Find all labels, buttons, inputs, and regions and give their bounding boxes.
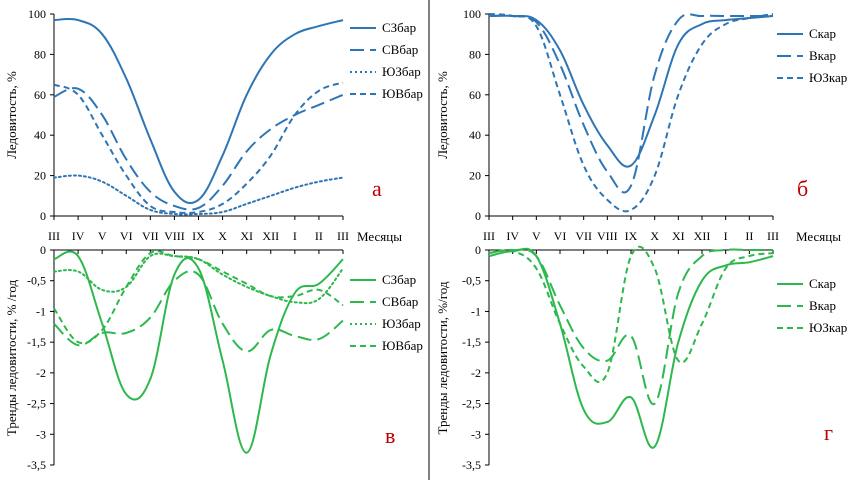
series-line-2: [488, 245, 774, 384]
x-tick-label: III: [767, 229, 779, 243]
series-line-3: [53, 81, 344, 214]
x-tick-label: V: [98, 229, 107, 243]
panel-label: в: [385, 423, 395, 448]
series-line-2: [53, 174, 344, 216]
series-line-1: [53, 87, 344, 211]
x-tick-label: VIII: [164, 229, 185, 243]
x-tick-label: XII: [694, 229, 711, 243]
legend-label: СВбар: [382, 294, 418, 309]
x-tick-label: IX: [625, 229, 638, 243]
chart-panel-3: 0 -0,5 -1 -1,5 -2 -2,5 -3 -3,5 Тренды ледовитост…: [435, 243, 847, 472]
y-tick-label: -2,5: [27, 397, 46, 411]
x-tick-label: XI: [672, 229, 685, 243]
x-tick-label: X: [650, 229, 659, 243]
series-line-0: [488, 14, 774, 168]
panel-label: а: [372, 176, 382, 201]
x-axis-title: Месяцы: [796, 229, 841, 244]
y-tick-label: 100: [463, 7, 481, 21]
x-tick-label: VII: [142, 229, 159, 243]
x-tick-label: IV: [506, 229, 519, 243]
y-tick-label: -2: [471, 366, 481, 380]
series-line-1: [488, 13, 773, 194]
x-tick-label: III: [337, 229, 349, 243]
x-tick-label: IX: [192, 229, 205, 243]
legend-label: ЮВбар: [382, 338, 423, 353]
x-tick-label: III: [483, 229, 495, 243]
series-line-0: [488, 247, 774, 449]
y-tick-label: 40: [469, 128, 481, 142]
y-tick-label: -3,5: [462, 458, 481, 472]
y-tick-label: 0: [475, 243, 481, 257]
y-tick-label: 60: [34, 88, 46, 102]
legend-label: Скар: [809, 276, 836, 291]
y-tick-label: 0: [40, 243, 46, 257]
y-tick-label: -3: [471, 427, 481, 441]
y-tick-label: 100: [28, 7, 46, 21]
series-line-0: [53, 250, 344, 454]
x-tick-label: XI: [240, 229, 253, 243]
y-axis-title: Тренды ледовитости, %/год: [435, 281, 450, 434]
y-tick-label: -1: [36, 304, 46, 318]
legend-label: Вкар: [809, 48, 836, 63]
x-tick-label: X: [218, 229, 227, 243]
y-tick-label: 40: [34, 128, 46, 142]
y-tick-label: -3: [36, 427, 46, 441]
y-tick-label: -1: [471, 304, 481, 318]
x-tick-label: VI: [554, 229, 567, 243]
x-tick-label: VII: [575, 229, 592, 243]
chart-panel-2: 0 -0,5 -1 -1,5 -2 -2,5 -3 -3,5 Тренды ледовитост…: [4, 243, 423, 472]
series-line-1: [53, 270, 344, 353]
y-tick-label: 20: [469, 169, 481, 183]
legend-label: СЗбар: [382, 272, 416, 287]
y-axis-title: Ледовитость, %: [435, 71, 450, 159]
series-line-2: [53, 252, 344, 305]
panel-label: б: [797, 176, 808, 201]
y-tick-label: -2,5: [462, 397, 481, 411]
y-tick-label: -3,5: [27, 458, 46, 472]
x-tick-label: I: [293, 229, 297, 243]
y-tick-label: -1,5: [462, 335, 481, 349]
y-tick-label: 80: [469, 47, 481, 61]
panel-label: г: [824, 420, 833, 445]
x-tick-label: II: [745, 229, 753, 243]
legend-label: ЮЗбар: [382, 64, 421, 79]
legend-label: СВбар: [382, 42, 418, 57]
y-axis-title: Тренды ледовитости, % /год: [4, 279, 19, 436]
series-line-3: [53, 250, 344, 345]
x-axis-title: Месяцы: [357, 229, 402, 244]
y-tick-label: -0,5: [462, 274, 481, 288]
x-tick-label: II: [315, 229, 323, 243]
y-tick-label: 20: [34, 169, 46, 183]
y-axis-title: Ледовитость, %: [4, 71, 19, 159]
y-tick-label: 80: [34, 47, 46, 61]
y-tick-label: 0: [475, 209, 481, 223]
y-tick-label: -2: [36, 366, 46, 380]
y-tick-label: -0,5: [27, 274, 46, 288]
x-tick-label: XII: [262, 229, 279, 243]
x-tick-label: VI: [120, 229, 133, 243]
x-tick-label: III: [48, 229, 60, 243]
legend-label: ЮЗбар: [382, 316, 421, 331]
legend-label: СЗбар: [382, 20, 416, 35]
series-line-1: [488, 248, 773, 405]
legend-label: ЮЗкар: [809, 70, 847, 85]
x-tick-label: V: [532, 229, 541, 243]
y-tick-label: 60: [469, 88, 481, 102]
legend-label: ЮВбар: [382, 86, 423, 101]
x-tick-label: IV: [72, 229, 85, 243]
x-tick-label: VIII: [597, 229, 618, 243]
series-line-2: [488, 13, 774, 213]
legend-label: Скар: [809, 26, 836, 41]
legend-label: ЮЗкар: [809, 320, 847, 335]
y-tick-label: -1,5: [27, 335, 46, 349]
series-line-0: [53, 17, 344, 205]
legend-label: Вкар: [809, 298, 836, 313]
x-tick-label: I: [724, 229, 728, 243]
y-tick-label: 0: [40, 209, 46, 223]
